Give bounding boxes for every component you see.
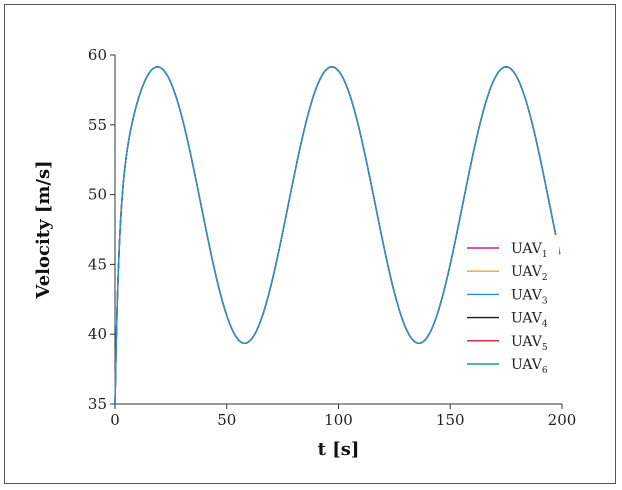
y-tick-label: 55 <box>88 116 107 134</box>
x-tick-label: 200 <box>548 411 577 429</box>
legend-box <box>463 235 559 393</box>
series-lines <box>114 66 561 405</box>
x-tick-label: 150 <box>436 411 465 429</box>
legend-label-uav2: UAV2 <box>511 264 548 283</box>
x-tick-label: 100 <box>324 411 353 429</box>
series-line-uav3 <box>114 66 561 405</box>
y-axis-label: Velocity [m/s] <box>33 160 54 299</box>
x-tick-label: 0 <box>110 411 120 429</box>
figure-frame: 35 40 45 50 55 60 0 50 100 150 200 UAV1 UAV2 UAV3 UA… <box>4 4 616 484</box>
y-tick-label: 50 <box>88 186 107 204</box>
legend-label-uav1: UAV1 <box>511 241 548 260</box>
legend-label-uav4: UAV4 <box>511 311 548 330</box>
y-tick-label: 40 <box>88 325 107 343</box>
y-tick-label: 35 <box>88 395 107 413</box>
legend: UAV1 UAV2 UAV3 UAV4 UAV5 UAV6 <box>463 235 559 393</box>
y-tick-label: 45 <box>88 255 107 273</box>
legend-label-uav3: UAV3 <box>511 287 548 306</box>
legend-label-uav6: UAV6 <box>511 357 548 376</box>
y-ticks: 35 40 45 50 55 60 <box>88 46 115 413</box>
x-tick-label: 50 <box>217 411 236 429</box>
x-axis-label: t [s] <box>318 439 360 460</box>
y-tick-label: 60 <box>88 46 107 64</box>
legend-label-uav5: UAV5 <box>511 334 548 353</box>
x-ticks: 0 50 100 150 200 <box>110 404 576 429</box>
